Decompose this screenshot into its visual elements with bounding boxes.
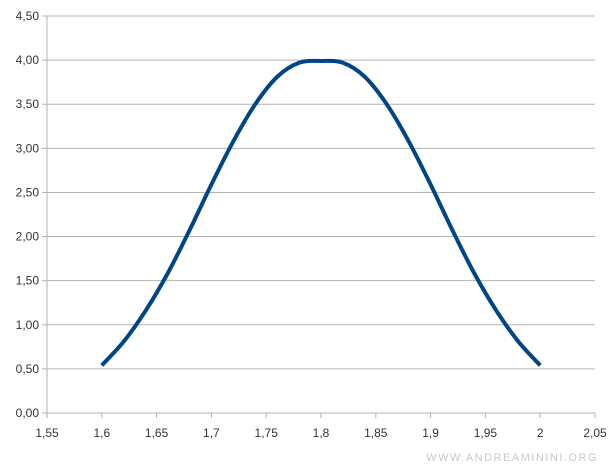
data-point	[407, 139, 411, 143]
data-point	[122, 340, 126, 344]
data-point	[100, 363, 104, 367]
data-point	[297, 61, 301, 65]
data-point	[319, 59, 323, 63]
x-axis-tick-labels: 1,55 1,6 1,65 1,7 1,75 1,8 1,85 1,9 1,95 2 2,05	[35, 426, 607, 440]
data-point	[516, 340, 520, 344]
x-tick-label: 2,05	[583, 426, 607, 440]
y-tick-label: 3,50	[16, 97, 40, 111]
axes	[42, 15, 596, 418]
series-group	[100, 58, 542, 367]
series-line	[100, 58, 542, 367]
data-point	[144, 309, 148, 313]
y-axis-tick-labels: 0,00 0,50 1,00 1,50 2,00 2,50 3,00 3,50 4,00 4,50	[16, 9, 40, 420]
y-tick-label: 3,00	[16, 141, 40, 155]
data-point	[429, 183, 433, 187]
data-point	[166, 272, 170, 276]
grid-lines	[47, 15, 595, 370]
y-tick-label: 1,50	[16, 274, 40, 288]
y-tick-label: 4,50	[16, 9, 40, 23]
y-tick-label: 1,00	[16, 318, 40, 332]
data-point	[472, 272, 476, 276]
x-tick-label: 1,6	[93, 426, 110, 440]
data-point	[253, 102, 257, 106]
data-point	[385, 102, 389, 106]
watermark-text: WWW.ANDREAMININI.ORG	[426, 452, 598, 464]
x-tick-label: 1,9	[422, 426, 439, 440]
x-tick-label: 1,85	[364, 426, 388, 440]
data-point	[494, 309, 498, 313]
y-tick-label: 2,00	[16, 230, 40, 244]
x-tick-label: 1,8	[313, 426, 330, 440]
data-point	[275, 75, 279, 79]
data-point	[451, 228, 455, 232]
y-tick-label: 2,50	[16, 185, 40, 199]
data-point	[341, 61, 345, 65]
data-point	[363, 75, 367, 79]
x-tick-label: 1,65	[145, 426, 169, 440]
data-point	[538, 363, 542, 367]
y-tick-label: 0,50	[16, 362, 40, 376]
x-tick-label: 1,7	[203, 426, 220, 440]
data-point	[209, 183, 213, 187]
x-tick-label: 2	[537, 426, 544, 440]
x-tick-label: 1,75	[255, 426, 279, 440]
data-point	[187, 228, 191, 232]
x-tick-label: 1,55	[35, 426, 59, 440]
y-tick-label: 4,00	[16, 53, 40, 67]
x-tick-label: 1,95	[474, 426, 498, 440]
y-tick-label: 0,00	[16, 406, 40, 420]
data-point	[231, 139, 235, 143]
